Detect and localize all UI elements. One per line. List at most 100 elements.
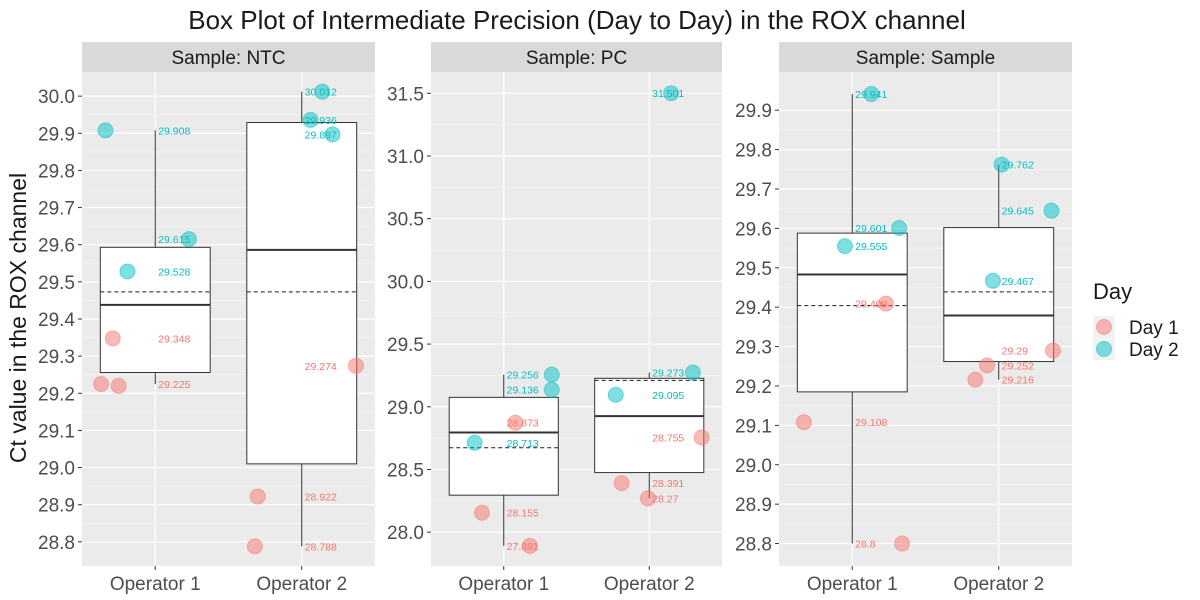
data-point bbox=[97, 122, 114, 139]
y-tick-label: 29.4 bbox=[735, 298, 772, 319]
data-label: 28.713 bbox=[507, 438, 539, 450]
x-tick-label: Operator 1 bbox=[458, 574, 549, 595]
y-tick-label: 29.0 bbox=[38, 459, 75, 480]
data-point bbox=[246, 538, 263, 555]
data-point bbox=[302, 111, 319, 128]
y-tick-label: 29.6 bbox=[38, 236, 75, 257]
x-tick-label: Operator 2 bbox=[256, 574, 347, 595]
y-tick-label: 29.5 bbox=[735, 259, 772, 280]
y-tick-label: 29.9 bbox=[735, 101, 772, 122]
data-point bbox=[613, 475, 630, 492]
x-tick-label: Operator 2 bbox=[953, 574, 1044, 595]
y-axis-title: Ct value in the ROX channel bbox=[5, 173, 31, 463]
y-tick-label: 29.7 bbox=[38, 199, 75, 220]
data-point bbox=[693, 429, 710, 446]
data-label: 29.216 bbox=[1002, 375, 1034, 387]
data-point bbox=[894, 535, 911, 552]
data-label: 28.27 bbox=[652, 493, 678, 505]
facet-strip-label: Sample: Sample bbox=[856, 48, 995, 69]
data-label: 29.762 bbox=[1002, 160, 1034, 172]
data-label: 28.788 bbox=[305, 541, 337, 553]
data-point bbox=[984, 272, 1001, 289]
y-tick-label: 29.5 bbox=[38, 273, 75, 294]
y-tick-label: 29.6 bbox=[735, 219, 772, 240]
data-label: 29.274 bbox=[305, 361, 337, 373]
facet-panel: Sample: NTC 28.8 28.9 29.0 29.1 29.2 29.3 29.4 2… bbox=[38, 42, 375, 595]
data-label: 29.108 bbox=[855, 417, 887, 429]
data-point bbox=[836, 238, 853, 255]
facet-strip bbox=[82, 42, 375, 72]
data-point bbox=[347, 357, 364, 374]
data-label: 29.467 bbox=[1002, 276, 1034, 288]
y-tick-label: 30.0 bbox=[38, 87, 75, 108]
data-label: 29.225 bbox=[158, 379, 190, 391]
data-label: 28.155 bbox=[507, 508, 539, 520]
legend-label: Day 1 bbox=[1129, 318, 1179, 339]
x-tick-label: Operator 1 bbox=[807, 574, 898, 595]
data-point bbox=[119, 263, 136, 280]
data-label: 29.936 bbox=[305, 115, 337, 127]
y-tick-label: 29.3 bbox=[38, 347, 75, 368]
data-label: 29.645 bbox=[1002, 206, 1034, 218]
data-point bbox=[795, 414, 812, 431]
y-tick-label: 28.5 bbox=[387, 460, 424, 481]
box bbox=[246, 122, 358, 465]
data-point bbox=[93, 376, 110, 392]
data-label: 28.8 bbox=[855, 539, 876, 551]
data-label: 29.528 bbox=[158, 266, 190, 278]
data-label: 28.873 bbox=[507, 418, 539, 430]
data-label: 28.391 bbox=[652, 478, 684, 490]
box bbox=[796, 232, 908, 393]
data-label: 29.897 bbox=[305, 129, 337, 141]
data-label: 29.095 bbox=[652, 390, 684, 402]
data-label: 29.601 bbox=[855, 223, 887, 235]
y-tick-label: 28.9 bbox=[735, 495, 772, 516]
y-tick-label: 29.3 bbox=[735, 338, 772, 359]
legend-key bbox=[1096, 341, 1112, 357]
data-point bbox=[877, 295, 894, 312]
data-point bbox=[891, 220, 908, 236]
data-point bbox=[979, 357, 996, 374]
data-point bbox=[110, 377, 127, 394]
data-label: 29.256 bbox=[507, 370, 539, 382]
data-point bbox=[543, 366, 560, 383]
y-tick-label: 29.0 bbox=[735, 456, 772, 477]
facet-strip bbox=[431, 42, 722, 72]
data-label: 28.755 bbox=[652, 432, 684, 444]
data-point bbox=[104, 330, 121, 347]
y-tick-label: 29.7 bbox=[735, 180, 772, 201]
y-tick-label: 28.9 bbox=[38, 496, 75, 517]
y-tick-label: 29.1 bbox=[38, 421, 75, 442]
y-tick-label: 29.2 bbox=[38, 384, 75, 405]
data-point bbox=[249, 488, 266, 505]
data-label: 27.891 bbox=[507, 541, 539, 553]
y-tick-label: 28.8 bbox=[735, 535, 772, 556]
data-label: 29.908 bbox=[158, 125, 190, 137]
data-point bbox=[607, 386, 624, 403]
chart-title: Box Plot of Intermediate Precision (Day … bbox=[188, 5, 965, 35]
data-point bbox=[507, 414, 524, 431]
data-point bbox=[473, 504, 490, 521]
facet-panel: Sample: Sample 28.8 28.9 29.0 29.1 29.2 29.3 29… bbox=[735, 42, 1072, 595]
y-tick-label: 29.4 bbox=[38, 310, 75, 331]
facet-strip bbox=[779, 42, 1072, 72]
box bbox=[943, 227, 1055, 363]
y-tick-label: 30.5 bbox=[387, 210, 424, 231]
data-label: 29.555 bbox=[855, 241, 887, 253]
data-label: 28.922 bbox=[305, 492, 337, 504]
data-point bbox=[663, 85, 680, 102]
data-point bbox=[543, 381, 560, 398]
legend-title: Day bbox=[1093, 279, 1132, 304]
y-tick-label: 29.2 bbox=[735, 377, 772, 398]
y-tick-label: 31.5 bbox=[387, 84, 424, 105]
data-label: 29.273 bbox=[652, 368, 684, 380]
data-label: 29.29 bbox=[1002, 346, 1028, 358]
data-point bbox=[863, 86, 880, 103]
facet-panels: Sample: NTC 28.8 28.9 29.0 29.1 29.2 29.3 29.4 2… bbox=[38, 42, 1072, 595]
data-point bbox=[1043, 202, 1060, 219]
data-label: 29.348 bbox=[158, 333, 190, 345]
data-point bbox=[521, 537, 538, 554]
box bbox=[448, 396, 559, 496]
